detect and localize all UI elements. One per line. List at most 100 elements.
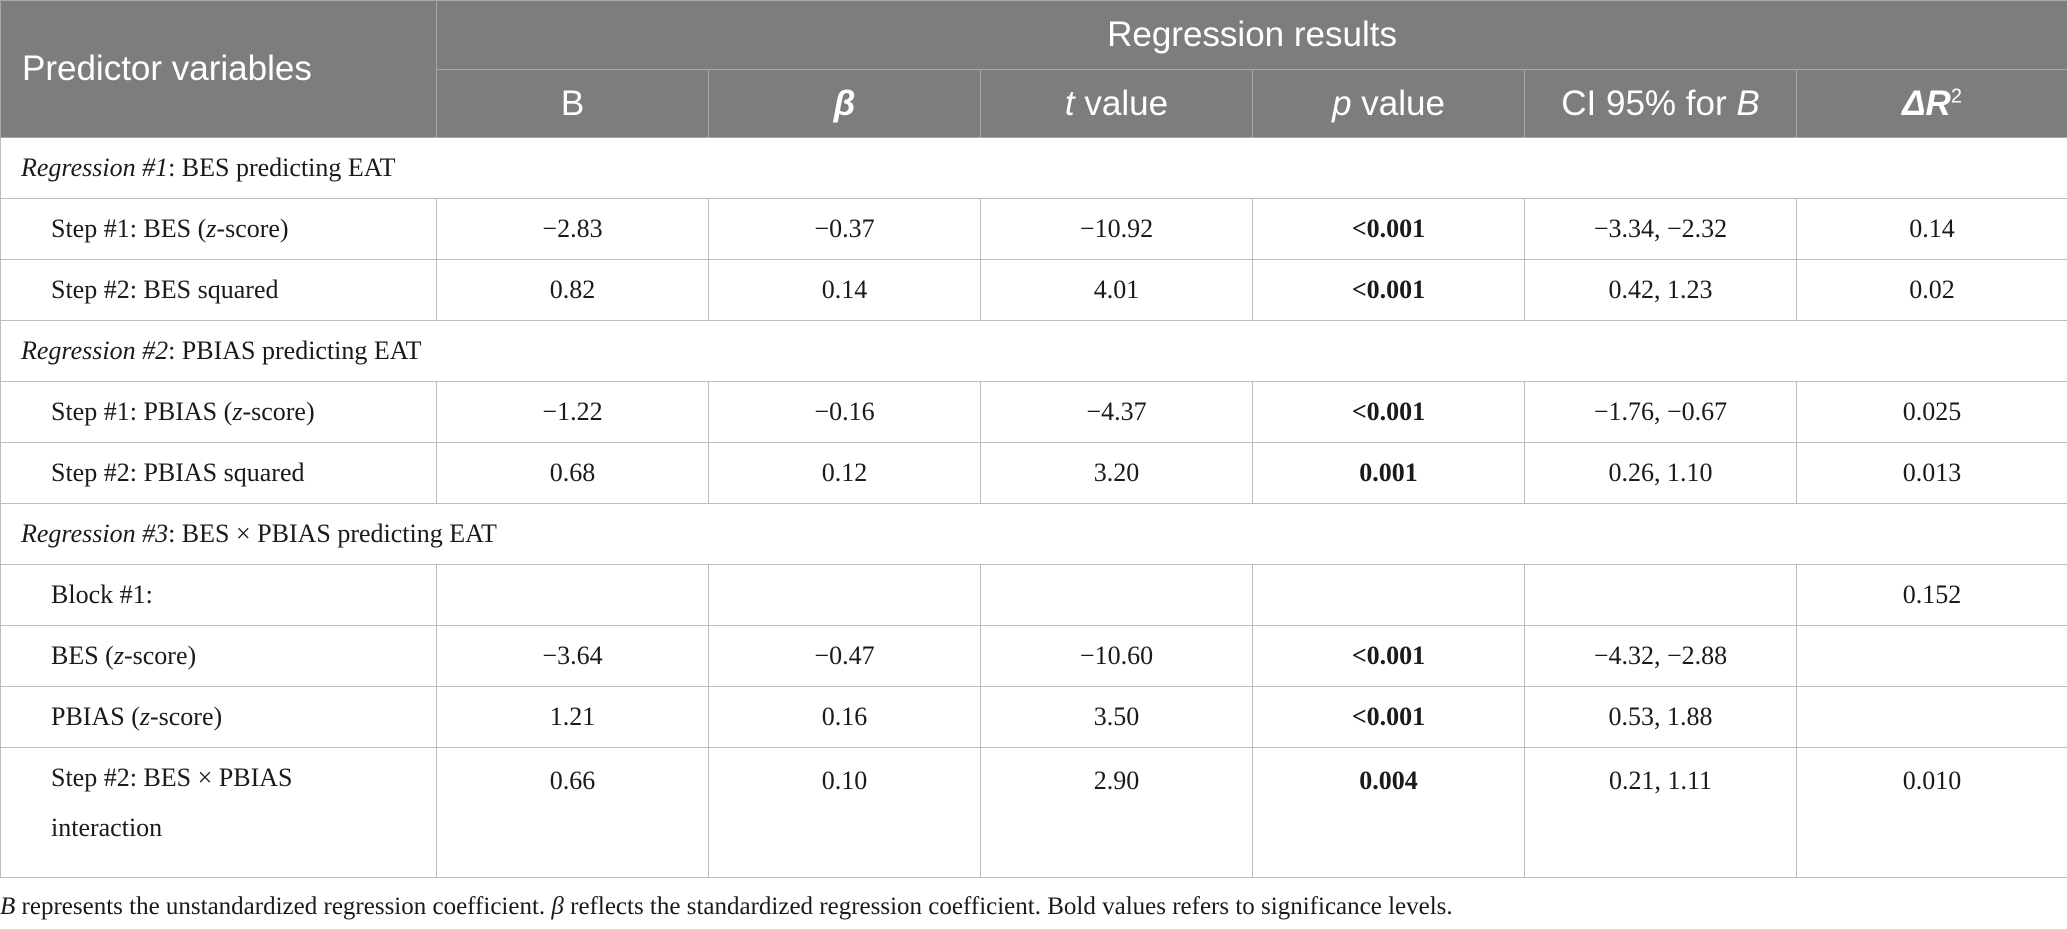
delta-r-symbol: ΔR xyxy=(1902,83,1951,123)
cell-beta: 0.14 xyxy=(708,259,981,321)
cell-dr2: 0.025 xyxy=(1795,381,2067,443)
section-title: Regression #2: PBIAS predicting EAT xyxy=(0,320,2067,382)
label-text: Step #2: BES × PBIAS xyxy=(51,763,293,792)
cell-ci xyxy=(1524,564,1797,626)
cell-ci: −4.32, −2.88 xyxy=(1524,625,1797,687)
section-title-italic: Regression #3 xyxy=(21,519,169,548)
cell-t: 3.20 xyxy=(980,442,1253,504)
section-title-text: : BES × PBIAS predicting EAT xyxy=(168,519,497,548)
cell-p: <0.001 xyxy=(1252,198,1525,260)
col-beta-header: β xyxy=(708,69,981,138)
col-ci-header: CI 95% for B xyxy=(1524,69,1797,138)
section-row: Regression #2: PBIAS predicting EAT xyxy=(0,320,2067,382)
row-label: Block #1: xyxy=(0,564,437,626)
cell-p xyxy=(1252,564,1525,626)
cell-beta: 0.16 xyxy=(708,686,981,748)
cell-p: <0.001 xyxy=(1252,625,1525,687)
cell-beta: −0.37 xyxy=(708,198,981,260)
table-row: Step #1: BES (z-score) −2.83 −0.37 −10.9… xyxy=(0,198,2067,260)
label-italic: z xyxy=(232,397,243,426)
label-text: Step #1: BES ( xyxy=(51,214,207,243)
section-row: Regression #3: BES × PBIAS predicting EA… xyxy=(0,503,2067,565)
table-row: Step #2: PBIAS squared 0.68 0.12 3.20 0.… xyxy=(0,442,2067,504)
cell-ci: 0.53, 1.88 xyxy=(1524,686,1797,748)
cell-ci: 0.21, 1.11 xyxy=(1524,747,1797,878)
cell-t: −10.60 xyxy=(980,625,1253,687)
regression-table: Predictor variables Regression results B… xyxy=(0,0,2067,878)
r2-superscript: 2 xyxy=(1950,84,1962,107)
cell-p: 0.001 xyxy=(1252,442,1525,504)
section-title: Regression #1: BES predicting EAT xyxy=(0,137,2067,199)
row-label: PBIAS (z-score) xyxy=(0,686,437,748)
cell-p: <0.001 xyxy=(1252,259,1525,321)
col-delta-r2-header: ΔR2 xyxy=(1795,69,2067,138)
section-title: Regression #3: BES × PBIAS predicting EA… xyxy=(0,503,2067,565)
cell-dr2: 0.013 xyxy=(1795,442,2067,504)
cell-dr2 xyxy=(1795,686,2067,748)
table-row: Block #1: 0.152 xyxy=(0,564,2067,626)
section-row: Regression #1: BES predicting EAT xyxy=(0,137,2067,199)
cell-dr2: 0.010 xyxy=(1795,747,2067,878)
ci-text: CI 95% for xyxy=(1561,83,1737,123)
cell-beta xyxy=(708,564,981,626)
label-suffix: -score) xyxy=(149,702,223,731)
cell-ci: 0.42, 1.23 xyxy=(1524,259,1797,321)
label-suffix: -score) xyxy=(216,214,289,243)
cell-dr2: 0.02 xyxy=(1795,259,2067,321)
table-row: Step #1: PBIAS (z-score) −1.22 −0.16 −4.… xyxy=(0,381,2067,443)
cell-dr2: 0.152 xyxy=(1795,564,2067,626)
label-text: Step #2: BES squared xyxy=(51,275,279,304)
cell-b: 0.68 xyxy=(436,442,709,504)
section-title-italic: Regression #2 xyxy=(21,336,169,365)
cell-b xyxy=(436,564,709,626)
label-italic: z xyxy=(139,702,150,731)
cell-t: −4.37 xyxy=(980,381,1253,443)
ci-b-symbol: B xyxy=(1736,83,1760,123)
table-footnote: B represents the unstandardized regressi… xyxy=(0,893,1453,921)
p-value-text: value xyxy=(1351,83,1445,123)
col-b-header: B xyxy=(436,69,709,138)
section-title-italic: Regression #1 xyxy=(21,153,169,182)
label-text: Step #2: PBIAS squared xyxy=(51,458,305,487)
row-label: Step #1: BES (z-score) xyxy=(0,198,437,260)
row-label: Step #2: BES squared xyxy=(0,259,437,321)
footnote-b-symbol: B xyxy=(0,893,16,920)
footnote-text-1: represents the unstandardized regression… xyxy=(15,893,552,920)
cell-dr2 xyxy=(1795,625,2067,687)
cell-ci: −1.76, −0.67 xyxy=(1524,381,1797,443)
cell-t: 4.01 xyxy=(980,259,1253,321)
row-label: BES (z-score) xyxy=(0,625,437,687)
label-text: Step #1: PBIAS ( xyxy=(51,397,233,426)
footnote-beta-symbol: β xyxy=(551,893,564,920)
table-row: Step #2: BES squared 0.82 0.14 4.01 <0.0… xyxy=(0,259,2067,321)
cell-t: 2.90 xyxy=(980,747,1253,878)
beta-symbol: β xyxy=(833,83,856,123)
label-text: PBIAS ( xyxy=(51,702,140,731)
cell-beta: 0.12 xyxy=(708,442,981,504)
table-row: PBIAS (z-score) 1.21 0.16 3.50 <0.001 0.… xyxy=(0,686,2067,748)
row-label: Step #2: BES × PBIAS interaction xyxy=(0,747,437,878)
cell-b: −3.64 xyxy=(436,625,709,687)
t-value-text: value xyxy=(1074,83,1169,123)
cell-p: 0.004 xyxy=(1252,747,1525,878)
cell-beta: −0.16 xyxy=(708,381,981,443)
cell-ci: 0.26, 1.10 xyxy=(1524,442,1797,504)
label-italic: z xyxy=(206,214,217,243)
row-label: Step #2: PBIAS squared xyxy=(0,442,437,504)
cell-ci: −3.34, −2.32 xyxy=(1524,198,1797,260)
regression-results-header: Regression results xyxy=(435,0,2067,70)
cell-dr2: 0.14 xyxy=(1795,198,2067,260)
label-italic: z xyxy=(113,641,124,670)
cell-p: <0.001 xyxy=(1252,381,1525,443)
t-symbol: t xyxy=(1064,83,1075,123)
section-title-text: : PBIAS predicting EAT xyxy=(168,336,422,365)
table-row: BES (z-score) −3.64 −0.47 −10.60 <0.001 … xyxy=(0,625,2067,687)
label-text-line2: interaction xyxy=(51,813,163,842)
label-text: BES ( xyxy=(51,641,114,670)
cell-t xyxy=(980,564,1253,626)
cell-b: −1.22 xyxy=(436,381,709,443)
cell-p: <0.001 xyxy=(1252,686,1525,748)
col-p-value-header: p value xyxy=(1252,69,1525,138)
regression-table-container: Predictor variables Regression results B… xyxy=(0,0,2067,878)
cell-b: 0.66 xyxy=(436,747,709,878)
